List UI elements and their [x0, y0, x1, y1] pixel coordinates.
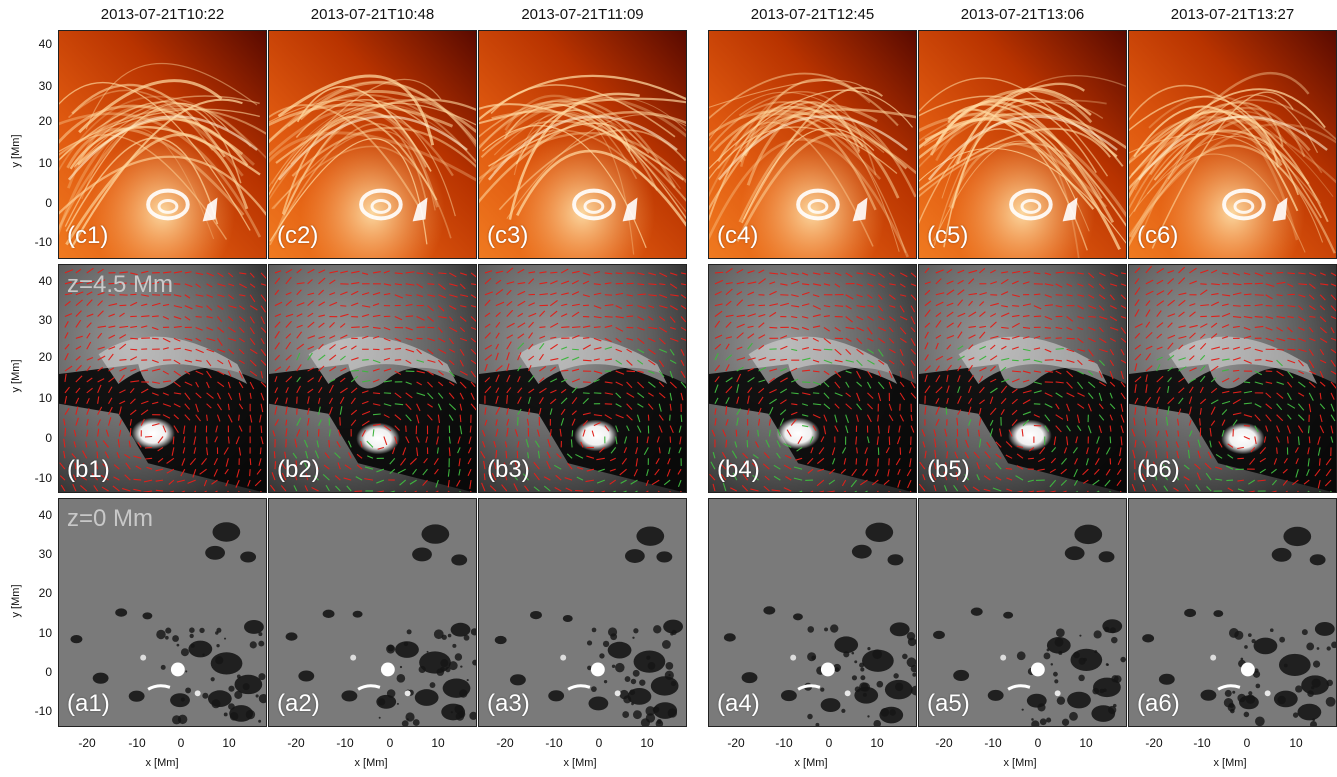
panel-b5: (b5) [918, 264, 1127, 493]
x-axis-label-3: x [Mm] [563, 757, 597, 769]
panel-label: (a5) [927, 690, 970, 717]
panel-c2: (c2) [268, 30, 477, 259]
panel-c6: (c6) [1128, 30, 1337, 259]
panel-a2: (a2) [268, 498, 477, 727]
timestamp-1: 2013-07-21T10:22 [100, 6, 225, 23]
panel-c3: (c3) [478, 30, 687, 259]
x-axis-label-5: x [Mm] [1003, 757, 1037, 769]
panel-label: (b1) [67, 456, 110, 483]
x-axis-label-2: x [Mm] [354, 757, 388, 769]
panel-label: (a6) [1137, 690, 1180, 717]
x-axis-label-1: x [Mm] [145, 757, 179, 769]
panel-b2: (b2) [268, 264, 477, 493]
panel-a5: (a5) [918, 498, 1127, 727]
panel-c5: (c5) [918, 30, 1127, 259]
panel-label: (c2) [277, 222, 319, 249]
panel-label: (b6) [1137, 456, 1180, 483]
panel-label: (c3) [487, 222, 529, 249]
y-axis-label-a: y [Mm] [10, 584, 22, 618]
panel-b3: (b3) [478, 264, 687, 493]
panel-label: (a3) [487, 690, 530, 717]
x-axis-label-6: x [Mm] [1213, 757, 1247, 769]
panel-label: (c4) [717, 222, 759, 249]
y-axis-label-c: y [Mm] [10, 134, 22, 168]
panel-label: (a1) [67, 690, 110, 717]
panel-label: (b5) [927, 456, 970, 483]
timestamp-5: 2013-07-21T13:06 [960, 6, 1085, 23]
panel-a6: (a6) [1128, 498, 1337, 727]
panel-label: (a2) [277, 690, 320, 717]
panel-label: (b4) [717, 456, 760, 483]
panel-a4: (a4) [708, 498, 917, 727]
height-label: z=4.5 Mm [67, 271, 174, 298]
panel-a1: (a1) z=0 Mm [58, 498, 267, 727]
panel-label: (c6) [1137, 222, 1179, 249]
height-label: z=0 Mm [67, 505, 154, 532]
panel-label: (c1) [67, 222, 109, 249]
timestamp-4: 2013-07-21T12:45 [750, 6, 875, 23]
panel-label: (b3) [487, 456, 530, 483]
panel-label: (a4) [717, 690, 760, 717]
timestamp-6: 2013-07-21T13:27 [1170, 6, 1295, 23]
panel-c1: (c1) [58, 30, 267, 259]
panel-b6: (b6) [1128, 264, 1337, 493]
x-axis-label-4: x [Mm] [794, 757, 828, 769]
panel-b1: (b1) z=4.5 Mm [58, 264, 267, 493]
timestamp-3: 2013-07-21T11:09 [521, 6, 644, 23]
panel-a3: (a3) [478, 498, 687, 727]
panel-label: (c5) [927, 222, 969, 249]
panel-c4: (c4) [708, 30, 917, 259]
timestamp-2: 2013-07-21T10:48 [310, 6, 435, 23]
y-axis-label-b: y [Mm] [10, 359, 22, 393]
panel-label: (b2) [277, 456, 320, 483]
panel-b4: (b4) [708, 264, 917, 493]
